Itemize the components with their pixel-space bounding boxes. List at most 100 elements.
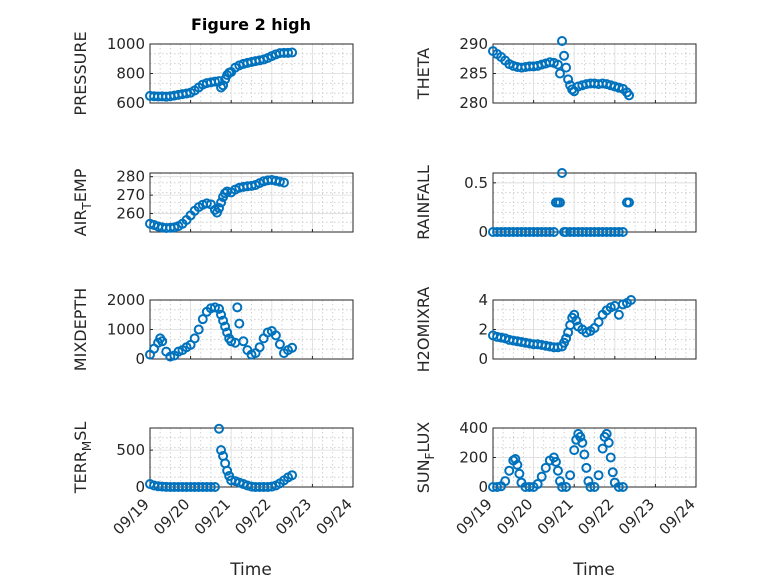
x-tick-label: 09/20 [150, 495, 193, 538]
data-point [613, 309, 624, 320]
x-tick-label: 09/22 [231, 495, 274, 538]
data-point [561, 333, 572, 344]
data-point [214, 303, 225, 314]
y-tick-label: 0.5 [464, 174, 488, 192]
data-point [512, 459, 523, 470]
data-point [222, 465, 233, 476]
y-axis-label: MIXDEPTH [71, 288, 90, 371]
data-point [254, 342, 265, 353]
y-tick-label: 400 [459, 419, 488, 437]
y-tick-label: 2000 [107, 291, 145, 309]
y-tick-label: 200 [459, 449, 488, 467]
data-point [205, 482, 216, 492]
data-point [561, 62, 572, 73]
subplot-sun-flux: 0 200 400 SUNFLUX 09/1909/2009/2109/2209/230… [414, 419, 699, 538]
axes-border [492, 299, 697, 360]
data-point [532, 479, 543, 490]
data-point [575, 431, 586, 442]
data-point [552, 59, 563, 70]
data-point [209, 76, 220, 87]
data-point [554, 68, 565, 79]
y-tick-label: 270 [116, 186, 145, 204]
y-axis-label: AIRTEMP [71, 168, 94, 236]
data-point [579, 449, 590, 460]
data-point [597, 443, 608, 454]
data-point [504, 465, 515, 476]
data-point [561, 482, 572, 492]
x-tick-label: 09/21 [191, 495, 234, 538]
data-point [274, 176, 285, 187]
data-point [601, 428, 612, 439]
subplot-rainfall: 0 0.5 RAINFALL [414, 165, 697, 241]
y-tick-label: 0 [135, 350, 145, 368]
axes-border [149, 172, 354, 233]
x-tick-label: 09/19 [453, 495, 496, 538]
data-point [593, 470, 604, 481]
data-point [548, 227, 559, 237]
data-point [554, 476, 565, 487]
data-point [216, 82, 227, 93]
y-tick-label: 0 [478, 350, 488, 368]
data-point [157, 336, 168, 347]
data-point [626, 295, 637, 305]
axes-border [492, 43, 697, 104]
data-point [552, 465, 563, 476]
data-point [500, 476, 511, 487]
data-point [232, 302, 243, 313]
data-point [214, 203, 225, 214]
data-point [544, 227, 555, 237]
y-tick-label: 4 [478, 291, 488, 309]
data-point [613, 227, 624, 237]
x-tick-label: 09/20 [493, 495, 536, 538]
y-tick-label: 0 [478, 223, 488, 241]
data-point [287, 47, 298, 58]
data-point [220, 188, 231, 199]
y-tick-label: 1000 [107, 321, 145, 339]
y-axis-label: THETA [414, 48, 433, 100]
y-tick-label: 0 [135, 478, 145, 496]
data-point [189, 333, 200, 344]
data-point [605, 452, 616, 463]
x-tick-label: 09/24 [656, 495, 699, 538]
x-tick-label: 09/23 [272, 495, 315, 538]
data-point [571, 315, 582, 326]
y-axis-label: H2OMIXRA [414, 287, 433, 373]
y-tick-label: 260 [116, 205, 145, 223]
subplot-mixdepth: 0 1000 2000 MIXDEPTH [71, 288, 354, 371]
data-point [274, 339, 285, 350]
data-point [218, 80, 229, 91]
data-point [603, 437, 614, 448]
data-point [181, 88, 192, 99]
data-point [287, 342, 298, 353]
y-axis-label: PRESSURE [71, 31, 90, 115]
data-point [589, 482, 600, 492]
data-point [524, 482, 535, 492]
data-point [510, 453, 521, 464]
y-tick-label: 800 [116, 65, 145, 83]
data-point [211, 207, 222, 218]
data-point [550, 456, 561, 467]
data-point [593, 317, 604, 328]
y-axis-label: SUNFLUX [414, 422, 437, 494]
data-point [234, 318, 245, 329]
data-point [557, 168, 568, 178]
data-point [201, 198, 212, 209]
data-point [617, 227, 628, 237]
data-point [585, 482, 596, 492]
data-point [209, 482, 220, 492]
data-point [569, 445, 580, 456]
data-point [565, 470, 576, 481]
data-point [514, 468, 525, 479]
y-tick-label: 0 [478, 478, 488, 496]
x-tick-label: 09/24 [313, 495, 356, 538]
data-point [193, 324, 204, 335]
x-tick-label: 09/21 [534, 495, 577, 538]
figure-title: Figure 2 high [191, 15, 311, 34]
y-tick-label: 290 [459, 35, 488, 53]
y-axis-label: TERRMSL [71, 422, 94, 495]
y-tick-label: 1000 [107, 35, 145, 53]
data-point [238, 336, 249, 347]
data-point [563, 74, 574, 85]
y-axis-label: RAINFALL [414, 165, 433, 240]
